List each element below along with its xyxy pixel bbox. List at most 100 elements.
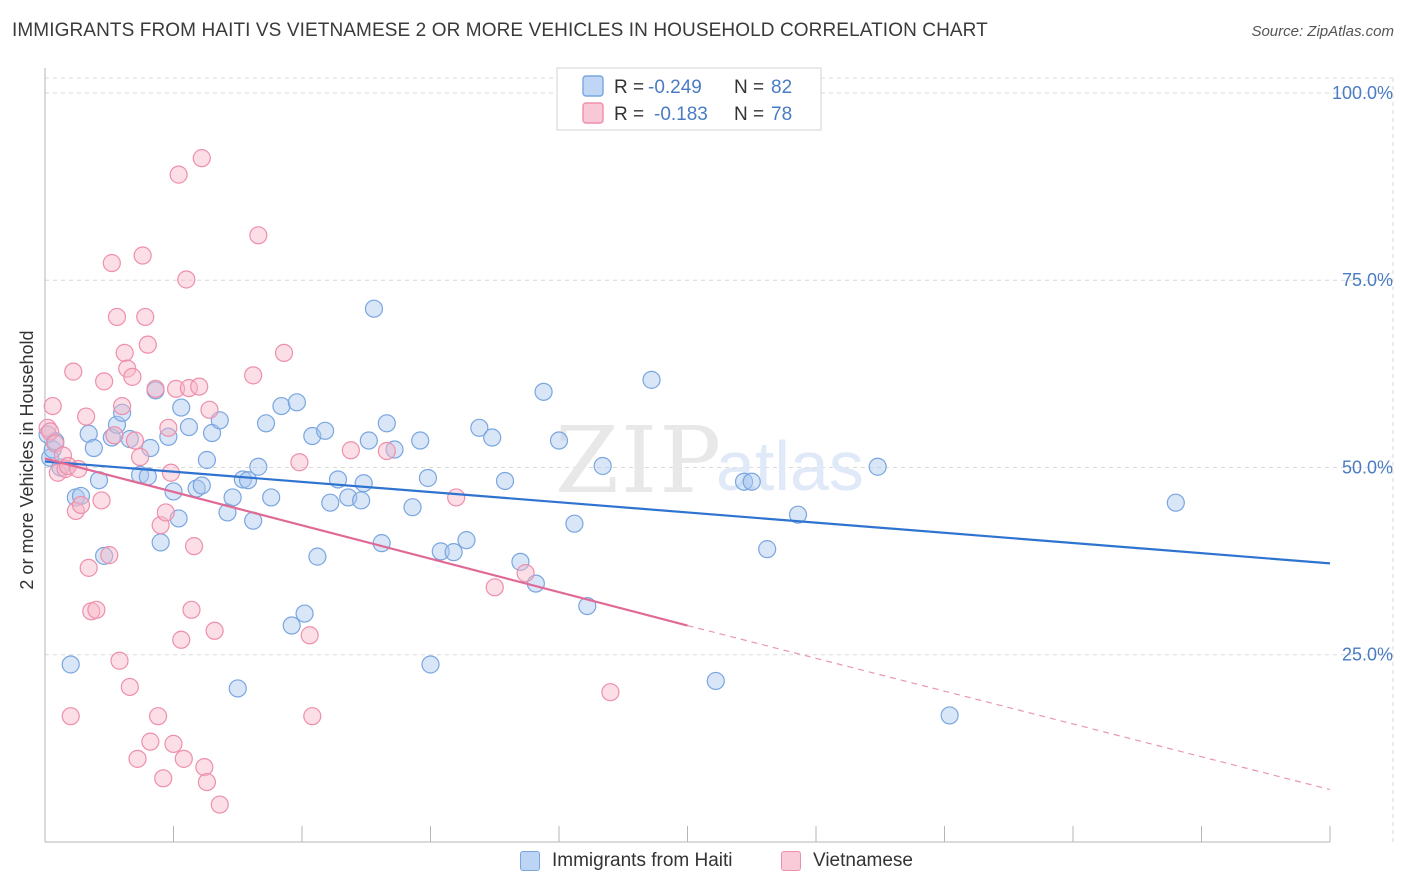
point-vietnamese [300, 626, 319, 645]
point-haiti [238, 471, 258, 490]
trendline-vietnamese [44, 457, 688, 627]
legend-r-label: R = [614, 104, 644, 125]
point-vietnamese [105, 426, 124, 445]
point-vietnamese [95, 372, 114, 391]
point-haiti [151, 533, 170, 552]
top-legend-swatch [582, 102, 604, 124]
legend-item-haiti: Immigrants from Haiti [520, 850, 733, 872]
legend-n-label: N = [734, 77, 764, 98]
point-vietnamese [130, 447, 150, 467]
point-vietnamese [184, 537, 204, 556]
point-vietnamese [92, 491, 111, 510]
point-haiti [431, 542, 450, 561]
point-haiti [495, 471, 515, 491]
point-vietnamese [77, 407, 96, 426]
legend-swatch-blue [520, 851, 540, 871]
point-vietnamese [159, 418, 178, 437]
point-haiti [316, 421, 335, 440]
point-vietnamese [601, 683, 620, 702]
source-credit: Source: ZipAtlas.com [1251, 23, 1394, 40]
y-tick-label: 100.0% [1332, 83, 1393, 103]
legend-item-vietnamese: Vietnamese [781, 850, 913, 872]
y-tick-label: 50.0% [1342, 457, 1393, 477]
point-vietnamese [172, 630, 191, 649]
point-haiti [308, 547, 327, 566]
point-haiti [940, 706, 959, 725]
point-vietnamese [148, 707, 168, 726]
point-haiti [1166, 493, 1185, 512]
point-vietnamese [174, 749, 193, 768]
point-vietnamese [164, 734, 183, 753]
point-haiti [385, 440, 404, 459]
point-vietnamese [112, 396, 132, 416]
legend-label-haiti: Immigrants from Haiti [552, 850, 733, 871]
point-vietnamese [190, 377, 209, 396]
bottom-legend: Immigrants from Haiti Vietnamese [0, 850, 1406, 880]
point-vietnamese [128, 749, 147, 768]
point-vietnamese [169, 165, 188, 184]
point-vietnamese [64, 362, 83, 381]
point-haiti [95, 546, 114, 565]
legend-n-value: 82 [771, 77, 792, 98]
point-vietnamese [447, 488, 466, 507]
point-haiti [444, 543, 463, 562]
point-vietnamese [485, 578, 504, 597]
point-vietnamese [249, 226, 268, 245]
point-vietnamese [205, 621, 224, 640]
point-haiti [197, 450, 217, 470]
legend-label-vietnamese: Vietnamese [813, 850, 913, 871]
point-haiti [511, 552, 530, 571]
point-vietnamese [138, 335, 157, 354]
point-vietnamese [197, 772, 217, 792]
point-vietnamese [115, 343, 134, 362]
watermark-zip: ZIP [555, 407, 723, 514]
point-vietnamese [156, 503, 175, 522]
point-haiti [578, 596, 597, 616]
point-haiti [282, 616, 301, 635]
point-haiti [321, 493, 340, 512]
point-vietnamese [341, 441, 360, 460]
point-haiti [758, 540, 777, 559]
point-vietnamese [110, 651, 129, 670]
point-haiti [112, 403, 132, 422]
point-vietnamese [182, 600, 201, 619]
point-haiti [84, 438, 103, 458]
point-haiti [457, 531, 476, 550]
point-haiti [411, 431, 430, 450]
point-vietnamese [377, 441, 396, 461]
point-haiti [868, 457, 887, 476]
point-vietnamese [210, 795, 229, 814]
point-vietnamese [516, 564, 535, 583]
point-vietnamese [274, 343, 294, 362]
point-haiti [483, 428, 502, 447]
point-vietnamese [107, 307, 127, 327]
legend-swatch-pink [781, 851, 801, 871]
point-haiti [734, 472, 754, 491]
point-haiti [565, 514, 584, 533]
trendline-vietnamese-extension [687, 624, 1331, 791]
point-haiti [593, 456, 612, 476]
point-haiti [354, 474, 373, 493]
legend-r-label: R = [614, 77, 644, 98]
point-vietnamese [192, 149, 211, 168]
point-vietnamese [146, 379, 165, 398]
point-haiti [742, 472, 761, 491]
top-legend-swatch [582, 75, 604, 97]
watermark-atlas: atlas [716, 427, 864, 505]
point-haiti [359, 431, 378, 450]
point-vietnamese [100, 546, 119, 565]
point-haiti [107, 415, 127, 434]
point-vietnamese [177, 270, 196, 289]
point-vietnamese [195, 757, 214, 777]
y-tick-label: 25.0% [1342, 645, 1393, 665]
point-vietnamese [141, 732, 160, 751]
point-vietnamese [71, 495, 91, 515]
point-haiti [534, 382, 553, 401]
point-vietnamese [290, 453, 309, 472]
point-vietnamese [136, 307, 155, 327]
y-tick-label: 75.0% [1342, 270, 1393, 290]
legend-n-label: N = [734, 104, 764, 125]
point-haiti [192, 476, 211, 495]
point-vietnamese [61, 707, 80, 726]
point-haiti [61, 655, 80, 674]
